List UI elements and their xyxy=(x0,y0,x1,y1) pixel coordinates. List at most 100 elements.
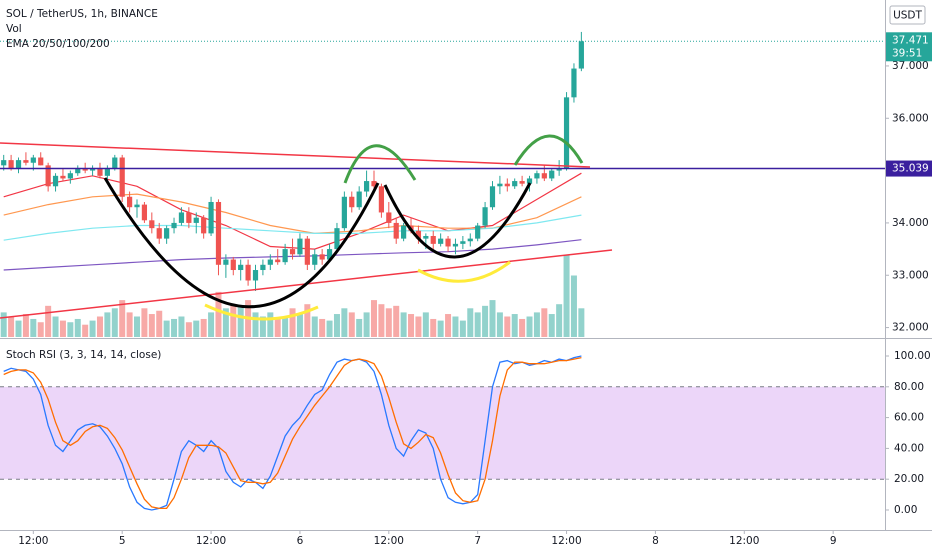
currency-box[interactable] xyxy=(889,5,926,25)
candle-body xyxy=(112,157,118,168)
candle-body xyxy=(38,157,44,166)
y-tick-label: 34.000 xyxy=(892,217,929,229)
volume-bar xyxy=(363,312,370,337)
volume-bar xyxy=(482,305,489,337)
candle-body xyxy=(252,270,259,281)
level-label-box xyxy=(886,160,932,177)
candle-body xyxy=(67,173,73,179)
volume-bar xyxy=(282,316,289,337)
candle-body xyxy=(134,204,140,208)
symbol-title: SOL / TetherUS, 1h, BINANCE xyxy=(6,8,158,20)
volume-bar xyxy=(178,316,185,337)
y-tick-label: 80.00 xyxy=(894,381,924,393)
candle-body xyxy=(489,186,496,208)
candle-body xyxy=(526,178,533,184)
volume-bar xyxy=(474,312,481,337)
volume-legend: Vol xyxy=(6,23,22,35)
volume-bar xyxy=(96,316,103,337)
volume-bar xyxy=(193,320,200,337)
candle-body xyxy=(149,220,155,229)
volume-bar xyxy=(237,305,244,337)
candle-body xyxy=(208,201,214,234)
volume-bar xyxy=(15,320,22,337)
volume-bar xyxy=(533,312,540,337)
volume-bar xyxy=(326,320,333,337)
candle-body xyxy=(164,228,170,239)
top-arc xyxy=(513,134,584,166)
volume-bar xyxy=(141,308,148,337)
volume-bar xyxy=(356,318,363,337)
stoch-title: Stoch RSI (3, 3, 14, 14, close) xyxy=(6,349,161,361)
ema-line xyxy=(3,214,582,241)
volume-bar xyxy=(333,314,340,337)
candle-body xyxy=(504,183,510,187)
candle-body xyxy=(238,264,244,271)
candle-body xyxy=(326,249,333,260)
last-price-label: 37.471 xyxy=(892,34,929,46)
volume-bar xyxy=(119,300,126,337)
stoch-line xyxy=(3,355,582,511)
candle-body xyxy=(223,259,229,265)
candle-body xyxy=(245,264,251,281)
last-price-box xyxy=(886,32,932,62)
candle-body xyxy=(282,249,288,263)
y-tick-label: 60.00 xyxy=(894,412,924,424)
candle-body xyxy=(541,173,547,179)
y-tick-label: 100.00 xyxy=(894,350,931,362)
stoch-pane xyxy=(0,355,885,511)
volume-bar xyxy=(37,322,44,337)
volume-bar xyxy=(496,312,503,337)
ema-legend: EMA 20/50/100/200 xyxy=(6,38,110,50)
candle-body xyxy=(215,201,222,265)
x-tick-label: 12:00 xyxy=(196,535,226,547)
volume-bar xyxy=(378,304,385,337)
candle-body xyxy=(52,175,59,187)
volume-bar xyxy=(22,314,29,337)
candle-body xyxy=(127,196,133,208)
volume-bar xyxy=(348,312,355,337)
candle-body xyxy=(1,160,7,166)
x-tick-label: 9 xyxy=(830,535,837,547)
volume-bar xyxy=(111,308,118,337)
candle-body xyxy=(30,157,36,163)
candle-body xyxy=(512,181,518,187)
candle-body xyxy=(201,217,207,234)
volume-bar xyxy=(467,308,474,337)
cup-arc xyxy=(383,182,532,259)
volume-bar xyxy=(445,314,452,337)
candle-body xyxy=(186,212,192,223)
volume-bar xyxy=(578,308,585,337)
volume-bar xyxy=(319,318,326,337)
volume-bar xyxy=(74,318,81,337)
y-tick-label: 40.00 xyxy=(894,442,924,454)
candle-body xyxy=(371,181,377,187)
volume-bar xyxy=(437,320,444,337)
candle-body xyxy=(349,196,355,208)
y-tick-label: 33.000 xyxy=(892,269,929,281)
candle-body xyxy=(386,212,392,223)
currency-label[interactable]: USDT xyxy=(893,10,922,22)
candle-body xyxy=(341,196,347,229)
candle-body xyxy=(8,160,14,168)
candle-body xyxy=(460,241,466,244)
volume-bar xyxy=(504,316,511,337)
volume-bar xyxy=(104,312,111,337)
candle-body xyxy=(275,259,281,263)
candle-body xyxy=(171,222,177,229)
candle-body xyxy=(467,238,473,242)
volume-bar xyxy=(267,312,274,337)
stoch-band xyxy=(0,386,885,480)
level-label: 35.039 xyxy=(892,163,929,175)
candle-body xyxy=(97,167,103,176)
volume-bar xyxy=(311,316,318,337)
candle-body xyxy=(15,160,22,168)
volume-bar xyxy=(415,316,422,337)
x-tick-label: 12:00 xyxy=(551,535,581,547)
volume-bar xyxy=(408,314,415,337)
candle-body xyxy=(401,225,407,239)
x-tick-label: 12:00 xyxy=(729,535,759,547)
volume-bar xyxy=(519,318,526,337)
volume-bar xyxy=(541,308,548,337)
